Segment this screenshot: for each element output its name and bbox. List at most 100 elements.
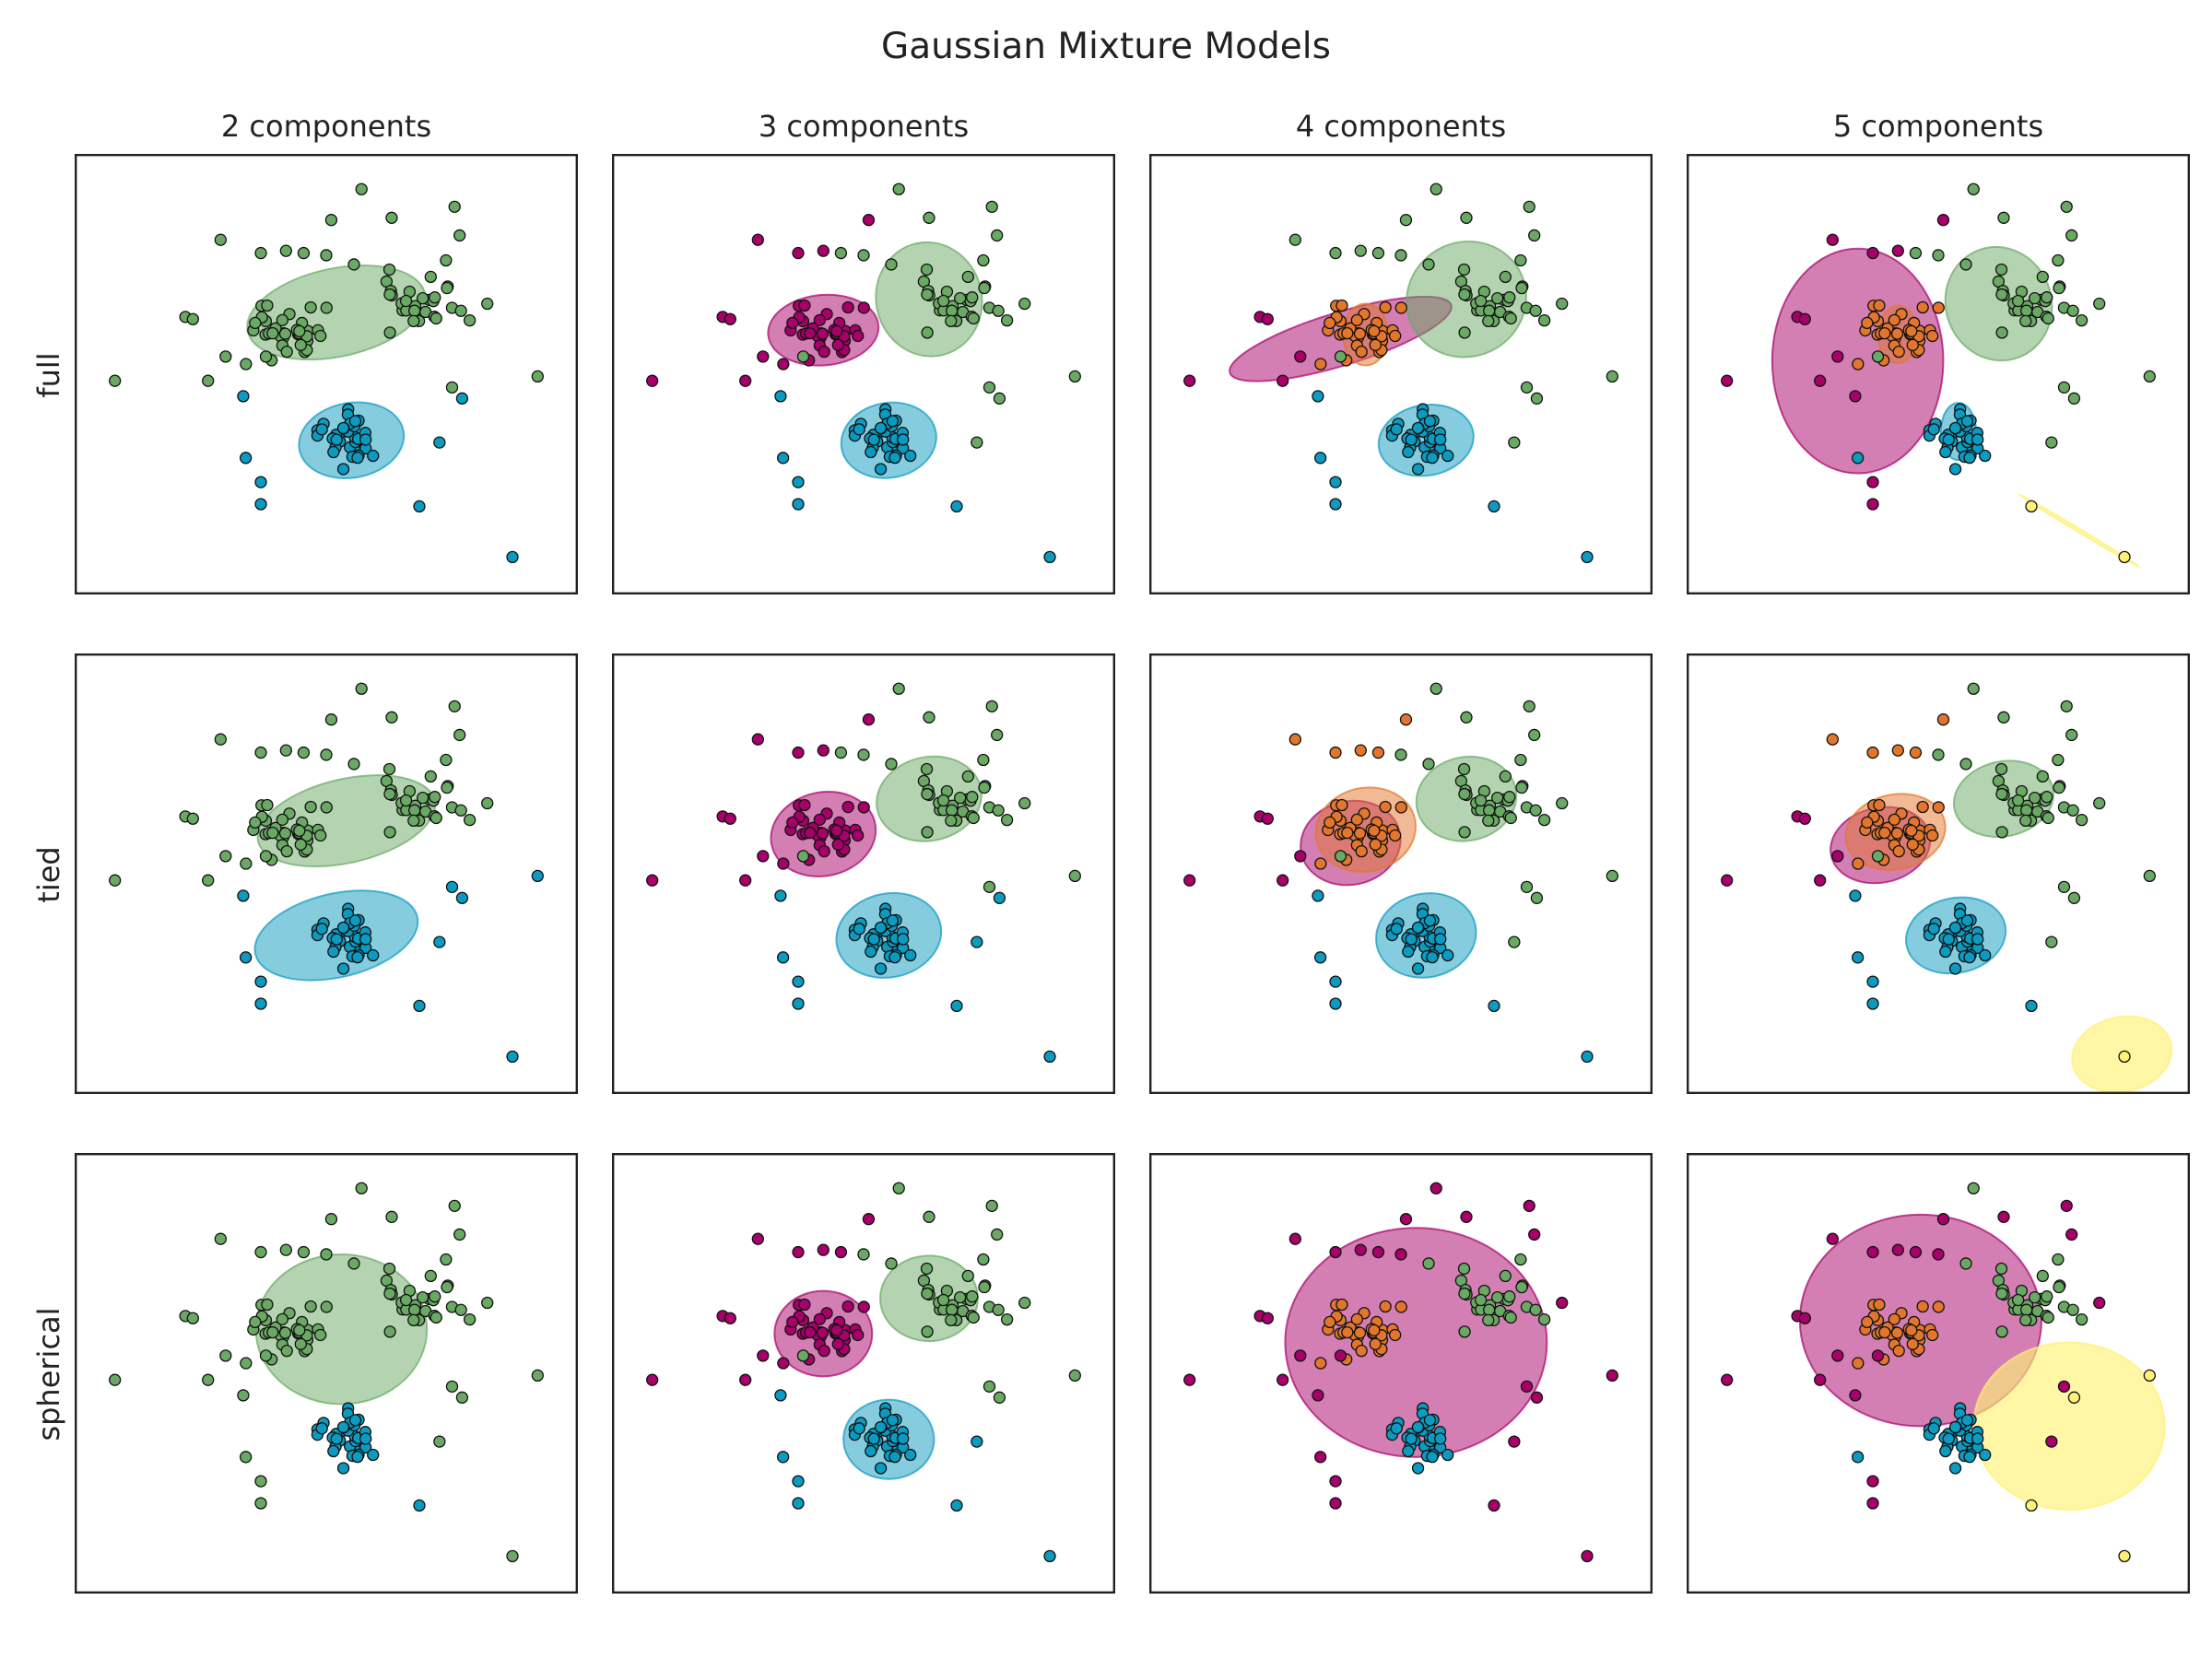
cluster-point-cyan bbox=[1942, 433, 1955, 446]
cluster-point-green bbox=[1515, 781, 1528, 794]
data-point-cyan bbox=[950, 999, 963, 1013]
data-point-green bbox=[1460, 211, 1473, 224]
cluster-point-magenta bbox=[830, 824, 843, 838]
data-point-cyan bbox=[506, 550, 519, 564]
data-point-green bbox=[1606, 869, 1618, 883]
cluster-point-magenta bbox=[830, 1324, 843, 1337]
cluster-point-magenta bbox=[798, 1298, 811, 1312]
data-point-cyan bbox=[254, 975, 267, 988]
cluster-point-orange bbox=[1878, 326, 1891, 340]
cluster-point-magenta bbox=[813, 813, 827, 827]
cluster-point-green bbox=[249, 816, 262, 830]
data-point-yellow bbox=[2143, 1369, 2156, 1382]
cluster-point-green bbox=[2053, 1280, 2065, 1294]
cluster-point-green bbox=[347, 258, 360, 271]
data-point-magenta bbox=[1523, 1199, 1535, 1213]
cluster-point-cyan bbox=[1423, 415, 1437, 428]
cluster-point-green bbox=[276, 1312, 289, 1326]
cluster-point-cyan bbox=[359, 1432, 372, 1445]
cluster-point-green bbox=[261, 798, 274, 812]
data-point-magenta bbox=[1997, 1210, 2010, 1223]
data-point-yellow bbox=[2118, 550, 2131, 564]
data-point-green bbox=[1508, 436, 1521, 449]
cluster-point-cyan bbox=[1402, 445, 1415, 459]
cluster-point-cyan bbox=[1402, 1444, 1415, 1458]
cluster-point-orange bbox=[1906, 838, 1919, 851]
cluster-point-green bbox=[429, 811, 442, 825]
cluster-point-orange bbox=[1341, 1325, 1354, 1339]
data-point-cyan bbox=[455, 891, 469, 904]
data-point-magenta bbox=[1430, 1182, 1442, 1194]
cluster-point-green bbox=[441, 281, 453, 295]
cluster-point-cyan bbox=[874, 421, 888, 435]
gmm-scatter-plot bbox=[612, 653, 1115, 1094]
cluster-point-magenta bbox=[841, 300, 854, 314]
data-point-magenta bbox=[1849, 390, 1862, 403]
cluster-point-green bbox=[276, 813, 289, 827]
cluster-point-green bbox=[294, 1337, 307, 1350]
data-point-green bbox=[857, 249, 870, 262]
axes-frame bbox=[75, 154, 578, 594]
cluster-point-green bbox=[1422, 758, 1435, 771]
cluster-point-green bbox=[1458, 1325, 1471, 1338]
cluster-point-green bbox=[2075, 813, 2088, 827]
cluster-point-magenta bbox=[804, 326, 817, 340]
data-point-cyan bbox=[792, 476, 805, 488]
data-point-green bbox=[202, 874, 215, 887]
data-point-green bbox=[985, 1199, 998, 1213]
cluster-point-green bbox=[399, 1293, 413, 1307]
cluster-point-green bbox=[885, 1257, 898, 1270]
data-point-cyan bbox=[792, 1475, 805, 1488]
cluster-point-cyan bbox=[1942, 933, 1955, 946]
cluster-point-green bbox=[2041, 1311, 2054, 1324]
data-point-green bbox=[455, 1391, 469, 1404]
data-point-green bbox=[1508, 935, 1521, 948]
cluster-point-green bbox=[961, 270, 974, 284]
cluster-point-green bbox=[1000, 813, 1014, 827]
cluster-point-cyan bbox=[1971, 1432, 1984, 1445]
cluster-point-cyan bbox=[1426, 951, 1439, 964]
cluster-point-green bbox=[1529, 804, 1542, 817]
data-point-green bbox=[1371, 246, 1385, 260]
cluster-point-green bbox=[2066, 1303, 2079, 1316]
data-point-cyan bbox=[792, 997, 805, 1010]
cluster-point-green bbox=[240, 1357, 253, 1370]
data-point-green bbox=[1394, 748, 1407, 761]
data-point-magenta bbox=[1399, 1213, 1413, 1226]
data-point-magenta bbox=[757, 850, 770, 863]
data-point-green bbox=[297, 246, 311, 260]
cluster-point-green bbox=[2020, 804, 2033, 817]
cluster-point-green bbox=[1537, 1312, 1551, 1326]
cluster-point-cyan bbox=[1441, 1448, 1454, 1462]
cluster-point-orange bbox=[1890, 327, 1904, 340]
data-point-green bbox=[109, 1373, 122, 1386]
cluster-point-cyan bbox=[1939, 1444, 1952, 1458]
cluster-point-green bbox=[408, 804, 421, 817]
data-point-yellow bbox=[2118, 1549, 2131, 1563]
cluster-point-magenta bbox=[857, 301, 870, 314]
cluster-point-cyan bbox=[1960, 415, 1974, 428]
subplot-tied-3-components bbox=[612, 653, 1115, 1094]
cluster-point-green bbox=[463, 1312, 477, 1326]
cluster-point-orange bbox=[1368, 824, 1381, 838]
cluster-point-green bbox=[2041, 291, 2053, 304]
gmm-scatter-plot bbox=[1687, 1153, 2190, 1594]
data-point-magenta bbox=[1288, 1232, 1301, 1245]
data-point-orange bbox=[1936, 713, 1950, 726]
cluster-point-magenta bbox=[830, 324, 843, 338]
cluster-point-orange bbox=[1892, 345, 1905, 359]
data-point-green bbox=[453, 728, 466, 742]
cluster-point-green bbox=[967, 811, 980, 825]
data-point-green bbox=[506, 1549, 519, 1563]
data-point-magenta bbox=[1814, 374, 1827, 387]
cluster-point-orange bbox=[1355, 345, 1368, 359]
subplot-full-3-components bbox=[612, 154, 1115, 594]
cluster-point-green bbox=[407, 1313, 420, 1327]
cluster-point-orange bbox=[1353, 327, 1367, 340]
data-point-green bbox=[2093, 297, 2106, 311]
data-point-green bbox=[254, 1245, 267, 1259]
cluster-point-orange bbox=[1926, 829, 1939, 842]
cluster-point-green bbox=[278, 827, 292, 840]
data-point-magenta bbox=[751, 733, 764, 746]
data-point-green bbox=[324, 713, 338, 726]
